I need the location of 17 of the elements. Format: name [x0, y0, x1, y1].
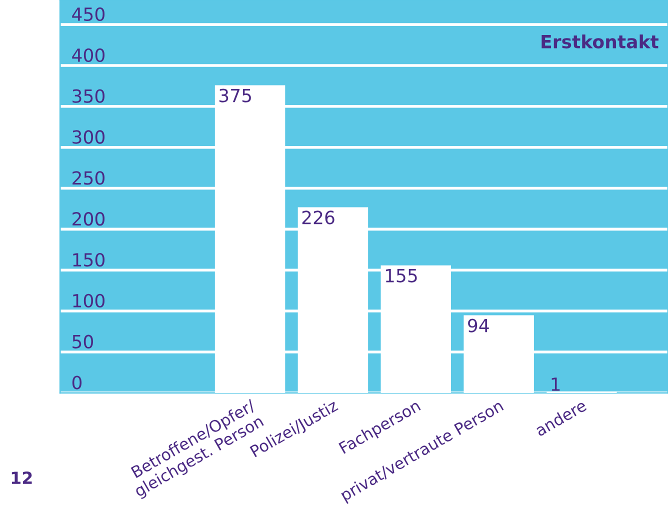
- y-tick-label: 0: [72, 376, 82, 390]
- y-tick-label: 350: [72, 89, 104, 103]
- text: Erstkontakt: [542, 34, 658, 48]
- y-tick-label: 150: [73, 252, 104, 267]
- y-tick-label: 100: [73, 294, 104, 308]
- data-label: 1: [552, 378, 560, 391]
- y-tick-label: 250: [72, 171, 104, 185]
- text: 12: [12, 471, 32, 484]
- y-tick-label: 200: [72, 212, 104, 226]
- y-tick-label: 450: [72, 7, 104, 22]
- data-label: 94: [468, 318, 489, 332]
- y-tick-label: 300: [72, 130, 104, 144]
- y-tick-label: 400: [72, 48, 104, 62]
- y-tick-label: 50: [72, 334, 94, 348]
- data-label: 226: [302, 210, 334, 224]
- data-label: 155: [386, 269, 417, 282]
- data-label: 375: [219, 88, 251, 102]
